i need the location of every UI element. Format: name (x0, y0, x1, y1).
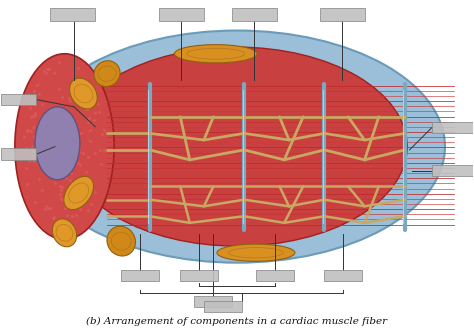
Ellipse shape (70, 78, 97, 109)
Ellipse shape (52, 219, 77, 247)
FancyBboxPatch shape (232, 8, 277, 21)
FancyBboxPatch shape (159, 8, 204, 21)
Text: (b) Arrangement of components in a cardiac muscle fiber: (b) Arrangement of components in a cardi… (86, 317, 388, 326)
FancyBboxPatch shape (50, 8, 95, 21)
Ellipse shape (107, 226, 136, 256)
Ellipse shape (174, 45, 257, 63)
FancyBboxPatch shape (324, 270, 362, 281)
Ellipse shape (64, 176, 93, 210)
FancyBboxPatch shape (194, 296, 232, 307)
FancyBboxPatch shape (432, 122, 474, 133)
Ellipse shape (217, 244, 295, 261)
FancyBboxPatch shape (432, 165, 474, 176)
FancyBboxPatch shape (121, 270, 159, 281)
Ellipse shape (35, 107, 80, 180)
Ellipse shape (67, 47, 407, 246)
FancyBboxPatch shape (319, 8, 365, 21)
FancyBboxPatch shape (204, 301, 242, 312)
Ellipse shape (15, 54, 114, 239)
FancyBboxPatch shape (180, 270, 218, 281)
Ellipse shape (29, 31, 445, 263)
FancyBboxPatch shape (256, 270, 294, 281)
Ellipse shape (94, 61, 120, 87)
FancyBboxPatch shape (0, 148, 36, 160)
FancyBboxPatch shape (0, 94, 36, 105)
